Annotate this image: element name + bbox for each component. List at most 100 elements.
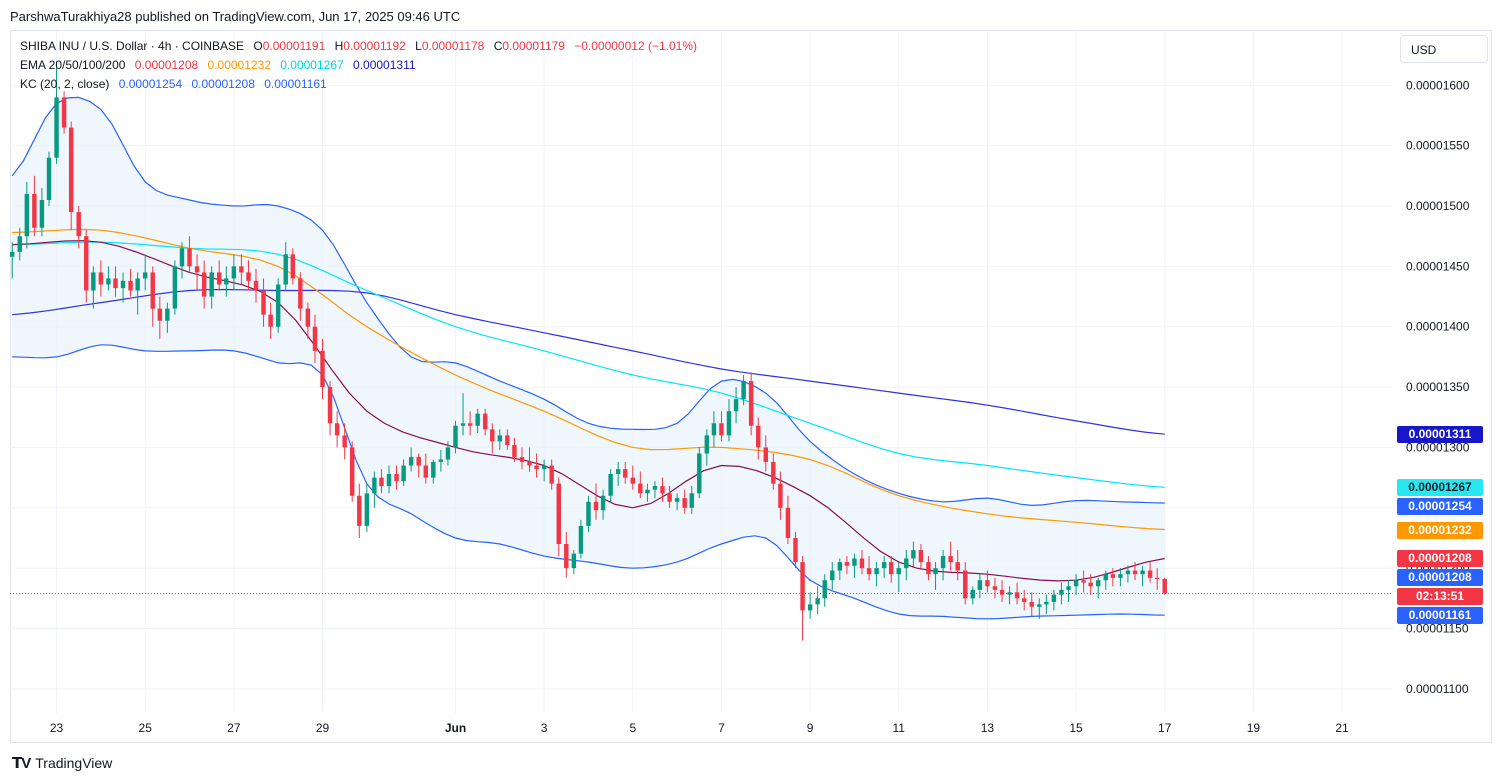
candle-body: [1066, 586, 1071, 590]
candle-body: [334, 423, 340, 436]
x-tick-label: 5: [629, 721, 636, 735]
candle-body: [342, 435, 347, 448]
candle-body: [556, 483, 561, 545]
legend-c-label: C: [493, 39, 503, 53]
x-tick-label: 17: [1158, 721, 1172, 735]
y-tick-label: 0.00001450: [1406, 259, 1470, 273]
candle-body: [527, 461, 532, 466]
candle-body: [1088, 582, 1093, 587]
candle-body: [394, 473, 399, 482]
x-tick-label: Jun: [445, 721, 466, 735]
candle-body: [135, 278, 140, 291]
x-tick-label: 21: [1335, 721, 1349, 735]
legend-symbol[interactable]: SHIBA INU / U.S. Dollar · 4h · COINBASE: [20, 39, 245, 53]
candle-body: [1140, 570, 1145, 575]
candle-body: [571, 553, 577, 569]
grid-lines: [10, 31, 1393, 713]
candle-body: [505, 435, 510, 446]
candle-body: [756, 425, 761, 448]
y-tick-label: 0.00001600: [1406, 78, 1470, 92]
x-tick-label: 25: [139, 721, 153, 735]
candle-body: [674, 498, 680, 502]
candle-body: [490, 429, 495, 442]
brand-name: TradingView: [35, 755, 113, 771]
candle-body: [1037, 604, 1042, 607]
candle-body: [1021, 598, 1027, 602]
candle-body: [889, 562, 894, 575]
legend-ema200: 0.00001311: [353, 58, 416, 72]
candle-body: [298, 278, 303, 309]
candle-body: [807, 604, 813, 611]
x-tick-label: 29: [316, 721, 330, 735]
candle-body: [881, 562, 887, 569]
candle-body: [859, 558, 865, 569]
candle-body: [1096, 580, 1101, 587]
legend-ema-label: EMA 20/50/100/200: [20, 58, 126, 72]
y-tick-label: 0.00001400: [1406, 320, 1470, 334]
price-label: 0.00001311: [1397, 426, 1483, 444]
candle-body: [239, 266, 244, 273]
candle-body: [113, 278, 118, 289]
candle-body: [800, 562, 805, 611]
legend-ema-row[interactable]: EMA 20/50/100/200 0.00001208 0.00001232 …: [20, 58, 422, 72]
candle-body: [586, 501, 591, 526]
candle-body: [157, 308, 163, 321]
candle-body: [549, 465, 554, 484]
candle-body: [541, 465, 547, 470]
candle-body: [623, 469, 628, 478]
candle-body: [194, 266, 200, 273]
legend-o-label: O: [253, 39, 263, 53]
legend-ema20: 0.00001208: [134, 58, 199, 72]
candle-body: [187, 248, 192, 267]
legend-ohlc-row: SHIBA INU / U.S. Dollar · 4h · COINBASE …: [20, 39, 703, 53]
legend-high: 0.00001192: [343, 39, 406, 53]
candle-body: [763, 447, 768, 462]
candles: [10, 61, 1167, 641]
ema100-line: [12, 241, 1165, 488]
candle-body: [438, 459, 444, 462]
y-tick-label: 0.00001550: [1406, 139, 1470, 153]
candle-body: [349, 447, 355, 496]
candle-body: [423, 465, 429, 478]
candle-body: [785, 507, 791, 538]
candle-body: [68, 127, 74, 213]
candle-body: [948, 556, 953, 563]
candle-body: [312, 326, 318, 351]
legend-kc-row[interactable]: KC (20, 2, close) 0.00001254 0.00001208 …: [20, 77, 333, 91]
x-tick-label: 3: [541, 721, 548, 735]
indicator-lines: [11, 96, 1165, 620]
candle-body: [364, 493, 370, 526]
legend-h-label: H: [334, 39, 344, 53]
legend-ema100: 0.00001267: [280, 58, 344, 72]
candle-body: [142, 272, 148, 279]
price-label: 0.00001232: [1397, 521, 1483, 539]
candle-body: [578, 525, 584, 554]
candle-body: [24, 193, 30, 237]
candle-body: [630, 477, 636, 484]
candle-body: [209, 272, 214, 297]
candle-body: [911, 550, 916, 559]
candle-body: [1044, 601, 1049, 605]
candle-body: [1125, 570, 1131, 575]
candle-body: [497, 435, 503, 442]
candle-body: [17, 236, 22, 252]
candle-body: [416, 457, 421, 466]
x-tick-label: 27: [227, 721, 241, 735]
legend-open: 0.00001191: [262, 39, 326, 53]
candle-body: [217, 272, 222, 285]
candle-body: [261, 290, 266, 315]
candle-body: [608, 473, 613, 496]
kc-upper-line: [11, 96, 1165, 507]
candle-body: [844, 562, 850, 566]
currency-button[interactable]: USD: [1400, 35, 1488, 63]
legend-kc-lower: 0.00001161: [264, 77, 327, 91]
candle-body: [1059, 589, 1064, 595]
candle-body: [638, 483, 643, 494]
candle-body: [933, 568, 938, 575]
candle-body: [593, 501, 599, 511]
candle-body: [1132, 570, 1138, 575]
tradingview-logo[interactable]: 𝗧V TradingView: [12, 754, 112, 772]
candle-body: [645, 489, 650, 494]
y-tick-label: 0.00001150: [1406, 622, 1469, 636]
